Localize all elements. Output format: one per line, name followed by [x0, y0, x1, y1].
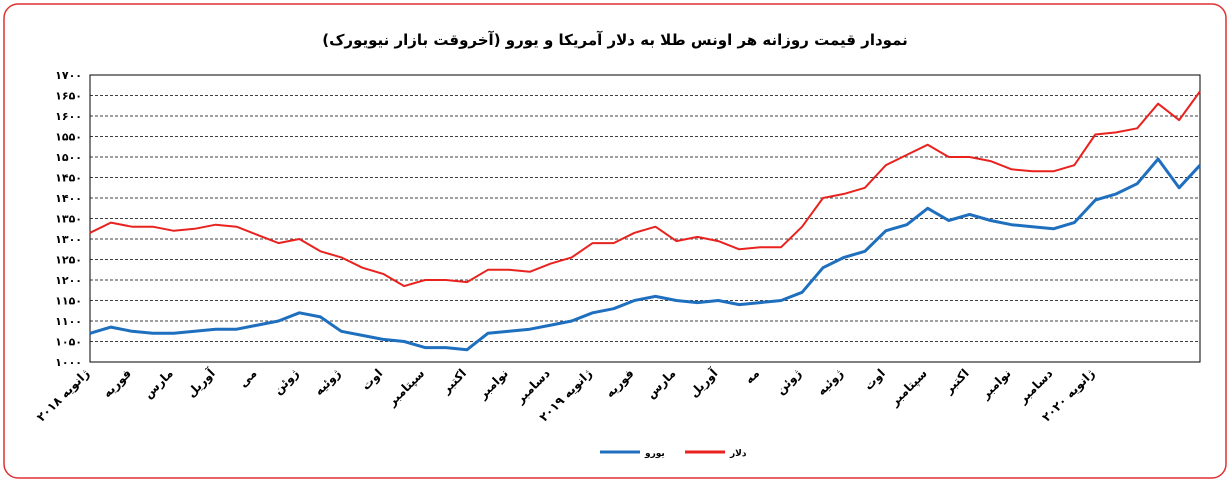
y-tick-label: ۱۳۰۰ — [55, 233, 82, 246]
legend-label: دلار — [729, 449, 747, 459]
y-tick-label: ۱۲۵۰ — [55, 254, 82, 267]
y-tick-label: ۱۰۵۰ — [55, 336, 82, 349]
y-tick-label: ۱۵۰۰ — [55, 151, 82, 164]
y-tick-label: ۱۵۵۰ — [55, 131, 82, 144]
y-tick-label: ۱۱۰۰ — [55, 315, 82, 328]
legend-label: یورو — [644, 449, 665, 459]
y-tick-label: ۱۶۰۰ — [55, 110, 82, 123]
y-tick-label: ۱۶۵۰ — [55, 90, 82, 103]
y-tick-label: ۱۰۰۰ — [55, 356, 82, 369]
y-tick-label: ۱۲۰۰ — [55, 274, 82, 287]
chart-title: نمودار قیمت روزانه هر اونس طلا به دلار آ… — [322, 31, 908, 49]
y-tick-label: ۱۳۵۰ — [55, 213, 82, 226]
y-tick-label: ۱۴۵۰ — [55, 172, 82, 185]
frame — [3, 3, 1227, 479]
y-tick-label: ۱۴۰۰ — [55, 192, 82, 205]
y-tick-label: ۱۱۵۰ — [55, 295, 82, 308]
y-tick-label: ۱۷۰۰ — [55, 69, 82, 82]
series-line — [89, 90, 1201, 288]
series-line — [89, 157, 1202, 352]
plot-border — [89, 74, 1201, 363]
